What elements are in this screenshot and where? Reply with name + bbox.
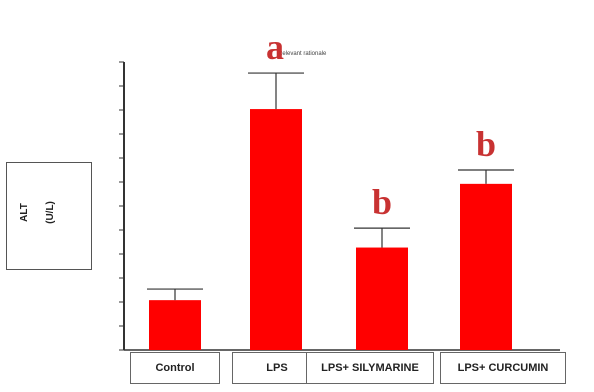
bar-2 xyxy=(356,248,408,350)
y-axis-label: ALT xyxy=(19,203,30,222)
x-tick-label-2: LPS+ SILYMARINE xyxy=(306,352,434,384)
x-tick-label-3: LPS+ CURCUMIN xyxy=(440,352,566,384)
bar-1 xyxy=(250,109,302,350)
bar-0 xyxy=(149,300,201,350)
bar-annotation: Relevant rationale xyxy=(278,51,326,57)
error-bars xyxy=(147,73,514,300)
bars xyxy=(149,109,512,350)
y-axis-label-box: ALT (U/L) xyxy=(6,162,92,270)
significance-letter-1: a xyxy=(266,29,284,65)
y-axis-unit: (U/L) xyxy=(45,201,56,224)
bar-3 xyxy=(460,184,512,350)
significance-letter-2: b xyxy=(372,184,392,220)
significance-letter-3: b xyxy=(476,126,496,162)
x-tick-label-0: Control xyxy=(130,352,220,384)
